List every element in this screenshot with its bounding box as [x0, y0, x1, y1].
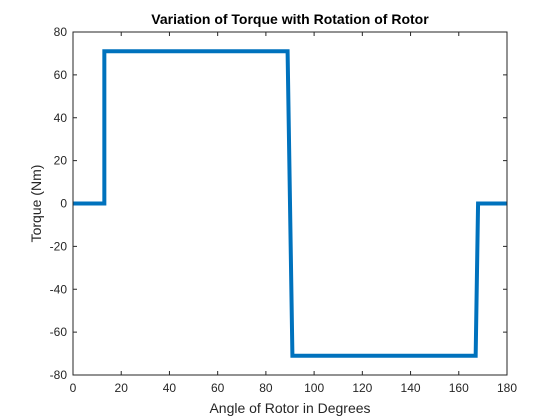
y-tick-label: 80 [54, 25, 68, 39]
y-tick-label: -80 [50, 368, 68, 382]
y-tick-label: -20 [50, 239, 68, 253]
y-tick-label: -40 [50, 282, 68, 296]
x-tick-label: 160 [449, 381, 469, 395]
y-tick-label: 0 [60, 197, 67, 211]
y-tick-label: 40 [54, 111, 68, 125]
x-tick-label: 40 [163, 381, 177, 395]
x-tick-label: 120 [352, 381, 372, 395]
y-axis-label: Torque (Nm) [28, 165, 44, 243]
axis-ticks: 0 20 40 60 80 100 120 140 160 180 -80 -60 -40 -20 0 20 4… [50, 25, 518, 395]
plot-box [72, 31, 508, 376]
x-tick-label: 60 [211, 381, 225, 395]
x-tick-label: 20 [115, 381, 129, 395]
x-tick-label: 80 [259, 381, 273, 395]
series-layer [73, 49, 507, 358]
y-tick-label: -60 [50, 325, 68, 339]
x-tick-label: 0 [70, 381, 77, 395]
y-tick-label: 60 [54, 68, 68, 82]
chart-title: Variation of Torque with Rotation of Rot… [151, 11, 429, 27]
torque-series-line [73, 49, 507, 358]
x-tick-label: 140 [401, 381, 421, 395]
x-tick-label: 100 [304, 381, 324, 395]
x-axis-label: Angle of Rotor in Degrees [209, 400, 370, 416]
x-tick-label: 180 [497, 381, 517, 395]
y-tick-label: 20 [54, 154, 68, 168]
